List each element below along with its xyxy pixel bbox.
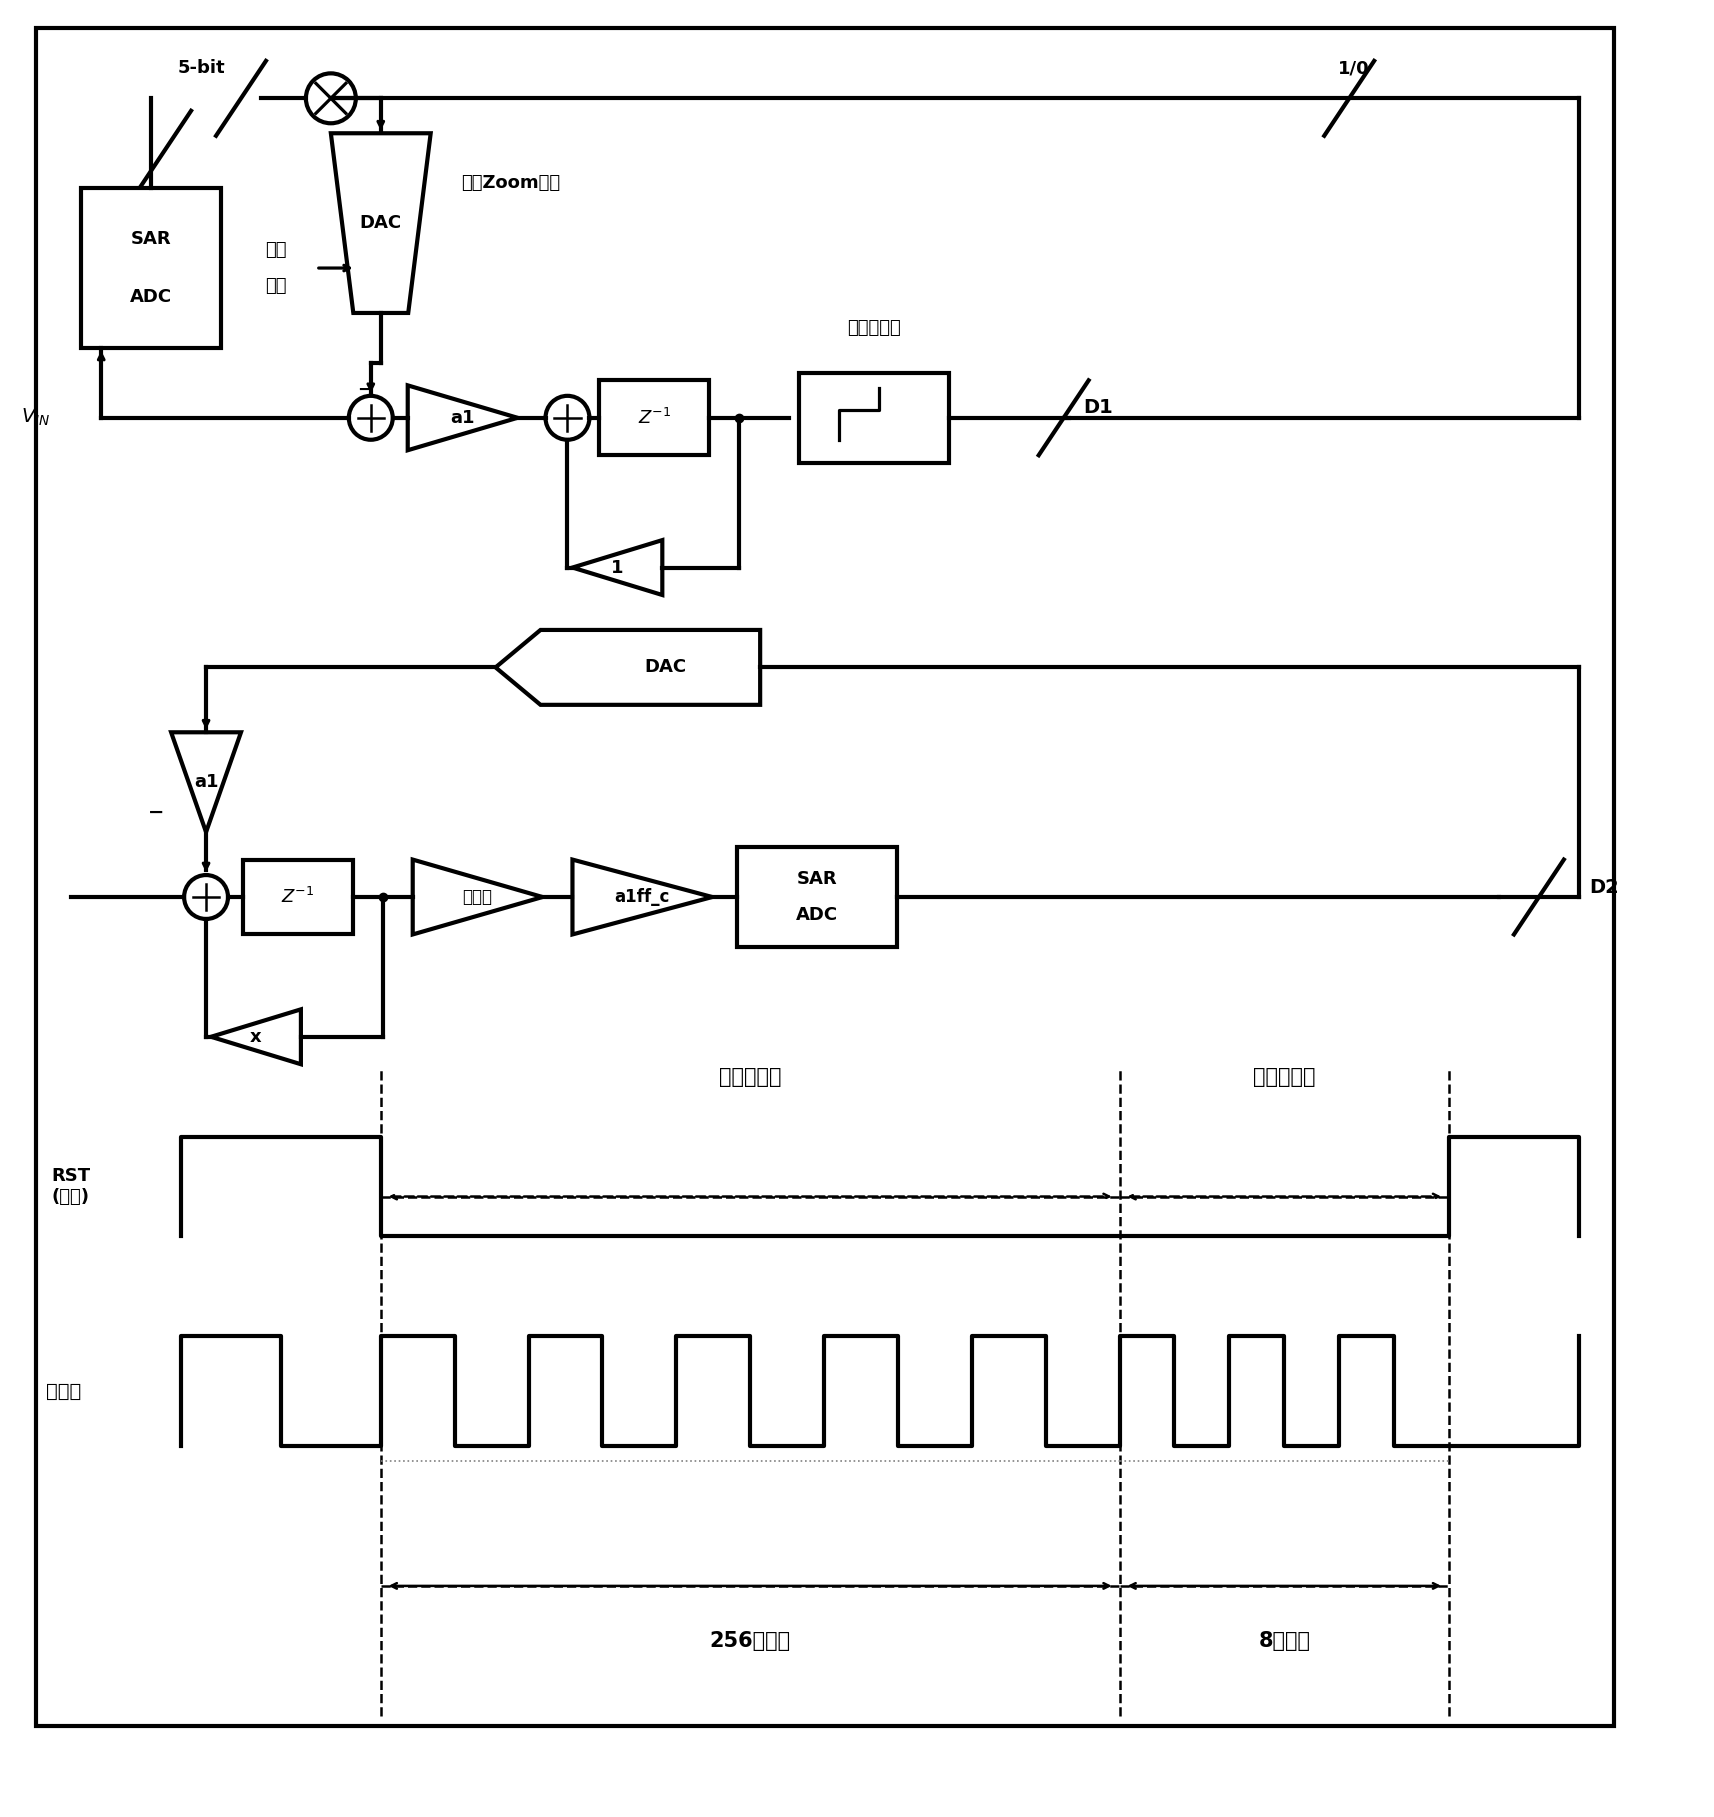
Text: 8个周期: 8个周期 bbox=[1258, 1632, 1309, 1652]
Text: 1/0: 1/0 bbox=[1337, 60, 1369, 78]
Text: 动态Zoom技术: 动态Zoom技术 bbox=[461, 174, 559, 193]
Text: 参考: 参考 bbox=[266, 242, 286, 260]
Text: D2: D2 bbox=[1587, 878, 1618, 896]
Text: SAR: SAR bbox=[797, 870, 836, 889]
Bar bbox=[81, 189, 221, 347]
Text: 缓冲器: 缓冲器 bbox=[463, 889, 492, 907]
Text: a1: a1 bbox=[194, 774, 218, 790]
Text: 第一步转换: 第一步转换 bbox=[718, 1067, 782, 1087]
Bar bbox=[243, 859, 353, 934]
Text: −: − bbox=[357, 382, 372, 400]
Text: D1: D1 bbox=[1083, 398, 1112, 418]
Text: 一位比较器: 一位比较器 bbox=[847, 320, 900, 336]
Text: 1: 1 bbox=[610, 558, 624, 576]
Text: a1: a1 bbox=[451, 409, 475, 427]
Text: a1ff_c: a1ff_c bbox=[614, 889, 670, 907]
Text: 第二步转换: 第二步转换 bbox=[1253, 1067, 1315, 1087]
Text: $Z^{-1}$: $Z^{-1}$ bbox=[638, 407, 670, 427]
Text: x: x bbox=[250, 1028, 262, 1047]
Text: DAC: DAC bbox=[644, 658, 686, 676]
Text: 主时钟: 主时钟 bbox=[46, 1381, 82, 1401]
Text: 电平: 电平 bbox=[266, 276, 286, 294]
Text: $Z^{-1}$: $Z^{-1}$ bbox=[281, 887, 314, 907]
Bar bbox=[600, 380, 710, 456]
Text: ADC: ADC bbox=[130, 287, 171, 305]
Text: SAR: SAR bbox=[130, 231, 171, 249]
Bar bbox=[799, 372, 948, 463]
Text: −: − bbox=[147, 803, 165, 821]
Text: ADC: ADC bbox=[795, 907, 838, 925]
Text: RST
(重置): RST (重置) bbox=[51, 1167, 91, 1206]
Bar bbox=[737, 847, 896, 947]
Text: 256个周期: 256个周期 bbox=[710, 1632, 790, 1652]
Text: DAC: DAC bbox=[360, 214, 401, 233]
Text: $V_{IN}$: $V_{IN}$ bbox=[21, 407, 50, 429]
Text: 5-bit: 5-bit bbox=[177, 60, 225, 78]
